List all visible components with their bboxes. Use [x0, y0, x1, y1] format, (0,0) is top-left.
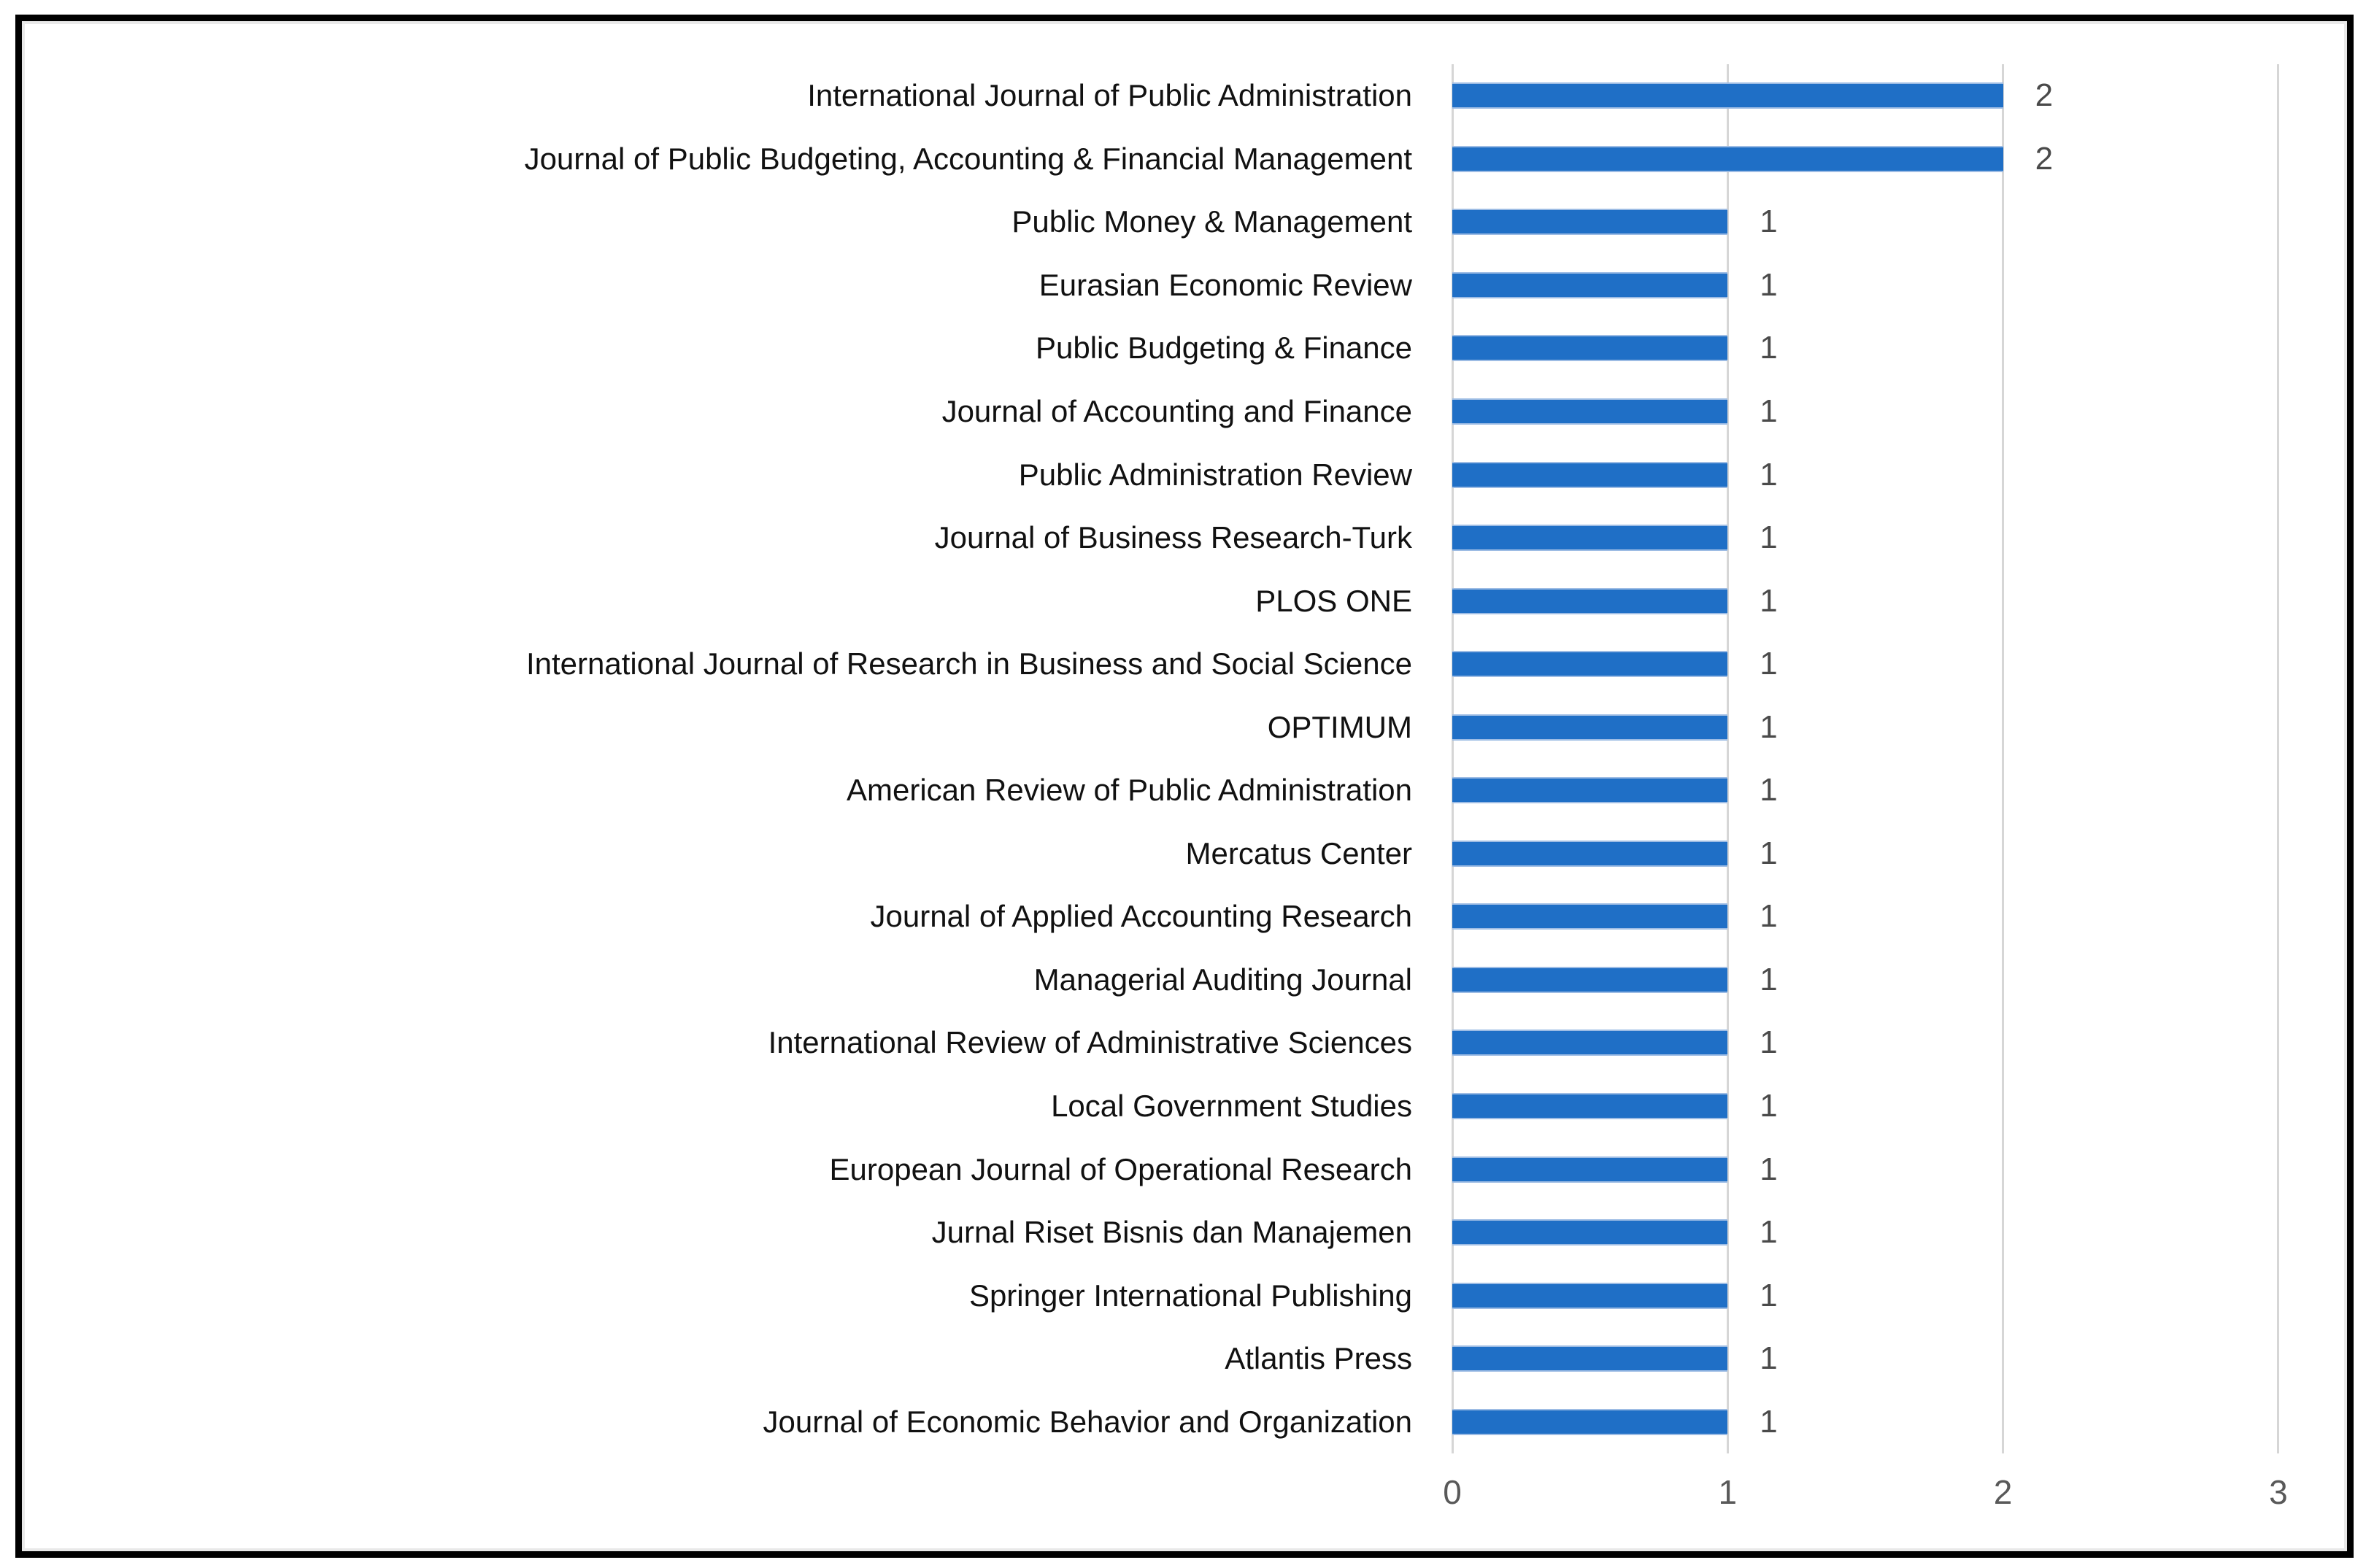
category-label: Journal of Applied Accounting Research — [870, 899, 1413, 934]
category-label: Managerial Auditing Journal — [1033, 962, 1412, 997]
bar — [1452, 1221, 1728, 1245]
x-tick-label: 3 — [2269, 1473, 2288, 1511]
category-label: Jurnal Riset Bisnis dan Manajemen — [931, 1215, 1412, 1250]
bar — [1452, 210, 1728, 234]
value-label: 1 — [1760, 898, 1778, 935]
value-label: 1 — [1760, 961, 1778, 997]
value-label: 1 — [1760, 1024, 1778, 1061]
category-label: Journal of Economic Behavior and Organiz… — [763, 1404, 1412, 1439]
bar — [1452, 273, 1728, 297]
category-label: Journal of Business Research-Turk — [934, 520, 1412, 555]
category-label: Public Money & Management — [1011, 204, 1412, 239]
bar — [1452, 147, 2003, 171]
bar — [1452, 968, 1728, 992]
value-label: 1 — [1760, 708, 1778, 745]
bar — [1452, 779, 1728, 803]
value-label: 1 — [1760, 582, 1778, 619]
bar — [1452, 652, 1728, 676]
x-tick-label: 0 — [1443, 1473, 1462, 1511]
category-label: Mercatus Center — [1185, 835, 1412, 870]
value-label: 1 — [1760, 1340, 1778, 1377]
bar — [1452, 589, 1728, 613]
category-label: Journal of Accounting and Finance — [941, 393, 1412, 428]
x-tick-label: 1 — [1718, 1473, 1738, 1511]
bar — [1452, 400, 1728, 423]
category-label: Journal of Public Budgeting, Accounting … — [524, 141, 1412, 176]
bar — [1452, 1347, 1728, 1371]
bar — [1452, 1031, 1728, 1055]
category-label: Local Government Studies — [1051, 1088, 1412, 1123]
category-label: International Journal of Research in Bus… — [525, 646, 1412, 681]
value-label: 1 — [1760, 1214, 1778, 1251]
gridline — [2002, 64, 2005, 1453]
value-label: 1 — [1760, 772, 1778, 808]
bar — [1452, 84, 2003, 108]
category-label: PLOS ONE — [1255, 583, 1412, 618]
category-label: Eurasian Economic Review — [1039, 267, 1412, 302]
value-label: 1 — [1760, 393, 1778, 429]
bar — [1452, 463, 1728, 487]
bar — [1452, 1157, 1728, 1181]
bar — [1452, 336, 1728, 360]
value-label: 1 — [1760, 1277, 1778, 1313]
value-label: 1 — [1760, 835, 1778, 871]
category-label: American Review of Public Administration — [847, 773, 1412, 808]
category-label: European Journal of Operational Research — [829, 1151, 1413, 1186]
x-tick-label: 2 — [1993, 1473, 2013, 1511]
value-label: 1 — [1760, 204, 1778, 240]
value-label: 1 — [1760, 646, 1778, 682]
category-label: Atlantis Press — [1225, 1341, 1412, 1376]
bar — [1452, 841, 1728, 865]
bar — [1452, 1410, 1728, 1434]
value-label: 1 — [1760, 520, 1778, 556]
bar — [1452, 1094, 1728, 1118]
value-label: 1 — [1760, 330, 1778, 366]
bar — [1452, 1283, 1728, 1308]
gridline — [1726, 64, 1729, 1453]
gridline — [1451, 64, 1454, 1453]
chart-frame — [15, 15, 2354, 1558]
value-label: 1 — [1760, 1403, 1778, 1440]
bar — [1452, 526, 1728, 550]
bar — [1452, 905, 1728, 929]
category-label: Public Budgeting & Finance — [1036, 331, 1412, 366]
value-label: 1 — [1760, 1151, 1778, 1187]
category-label: International Review of Administrative S… — [768, 1025, 1412, 1060]
category-label: Springer International Publishing — [968, 1278, 1412, 1313]
value-label: 2 — [2035, 77, 2054, 114]
value-label: 1 — [1760, 1087, 1778, 1124]
category-label: Public Administration Review — [1018, 457, 1412, 492]
bar — [1452, 715, 1728, 739]
category-label: OPTIMUM — [1267, 709, 1412, 744]
value-label: 2 — [2035, 140, 2054, 177]
category-label: International Journal of Public Administ… — [807, 78, 1412, 113]
value-label: 1 — [1760, 456, 1778, 493]
gridline — [2277, 64, 2280, 1453]
value-label: 1 — [1760, 266, 1778, 303]
